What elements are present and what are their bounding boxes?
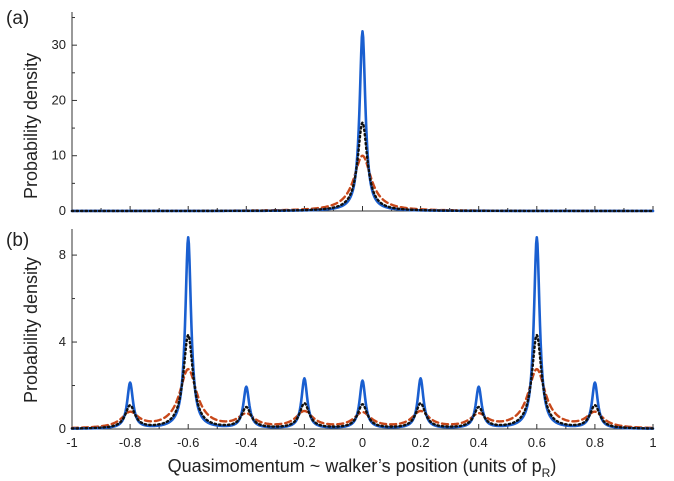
panel-b-x-tick-label: -1	[66, 435, 78, 450]
panel-b-x-tick-label: 1	[649, 435, 656, 450]
panel-b-y-ticks: 0 4 8	[59, 247, 77, 436]
panel-b-y-axis-label: Probability density	[21, 257, 41, 403]
panel-b-series-dashed-line	[70, 367, 655, 430]
x-axis-label: Quasimomentum ~ walker’s position (units…	[168, 456, 557, 480]
panel-b: (b) Probability density 0 4 8 -1 -0.8 -0.6 -0…	[6, 229, 657, 480]
panel-a-series-dotted-line	[70, 121, 655, 213]
panel-b-series-dotted-line	[70, 333, 655, 430]
panel-b-x-tick-label: 0	[359, 435, 366, 450]
panel-a-label: (a)	[6, 8, 29, 29]
panel-b-x-tick-label: -0.8	[119, 435, 141, 450]
panel-a-y-tick-label: 10	[52, 148, 66, 163]
panel-a: (a) Probability density 0 10 20 30	[6, 8, 655, 218]
panel-b-x-tick-label: 0.2	[412, 435, 430, 450]
x-axis-label-subscript: R	[542, 466, 551, 480]
panel-a-y-tick-label: 20	[52, 92, 66, 107]
panel-b-x-tick-label: 0.4	[470, 435, 488, 450]
panel-b-x-tick-label: -0.2	[293, 435, 315, 450]
panel-a-series	[70, 30, 655, 213]
panel-b-x-tick-label: -0.4	[235, 435, 257, 450]
panel-a-y-ticks: 0 10 20 30	[52, 17, 77, 218]
panel-b-x-tick-label: -0.6	[177, 435, 199, 450]
panel-b-y-tick-label: 0	[59, 421, 66, 436]
panel-b-x-tick-label: 0.8	[586, 435, 604, 450]
panel-b-x-ticks: -1 -0.8 -0.6 -0.4 -0.2 0 0.2 0.4 0.6 0.8 1	[66, 424, 657, 450]
panel-a-y-tick-label: 0	[59, 203, 66, 218]
x-axis-label-suffix: )	[550, 456, 556, 476]
x-axis-label-main: Quasimomentum ~ walker’s position (units…	[168, 456, 542, 476]
panel-b-y-tick-label: 4	[59, 334, 66, 349]
panel-a-series-solid-line	[70, 30, 655, 213]
panel-b-y-tick-label: 8	[59, 247, 66, 262]
panel-a-series-dashed-line	[70, 154, 655, 213]
panel-b-x-tick-label: 0.6	[528, 435, 546, 450]
panel-b-label: (b)	[6, 230, 29, 251]
panel-a-y-axis-label: Probability density	[21, 53, 41, 199]
panel-b-series-solid-line	[70, 235, 655, 430]
panel-a-y-tick-label: 30	[52, 37, 66, 52]
panel-b-series	[70, 235, 655, 430]
